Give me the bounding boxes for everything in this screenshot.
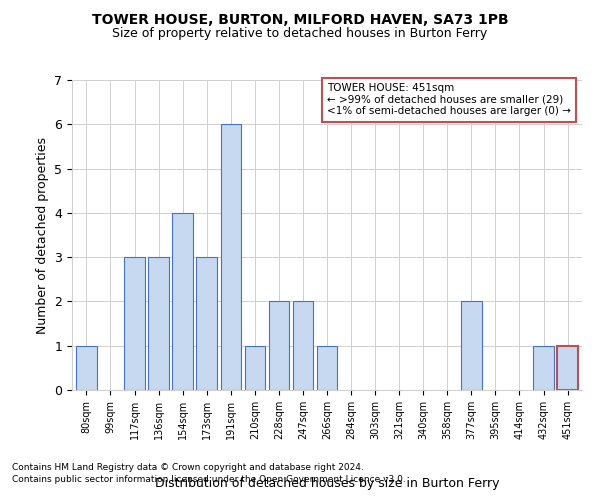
Text: TOWER HOUSE: 451sqm
← >99% of detached houses are smaller (29)
<1% of semi-detac: TOWER HOUSE: 451sqm ← >99% of detached h… xyxy=(327,83,571,116)
Bar xyxy=(76,346,97,390)
Y-axis label: Number of detached properties: Number of detached properties xyxy=(36,136,49,334)
Bar xyxy=(196,257,217,390)
Bar xyxy=(461,302,482,390)
Text: TOWER HOUSE, BURTON, MILFORD HAVEN, SA73 1PB: TOWER HOUSE, BURTON, MILFORD HAVEN, SA73… xyxy=(92,12,508,26)
Bar xyxy=(148,257,169,390)
Bar xyxy=(124,257,145,390)
Bar xyxy=(172,213,193,390)
Text: Contains HM Land Registry data © Crown copyright and database right 2024.: Contains HM Land Registry data © Crown c… xyxy=(12,464,364,472)
Bar xyxy=(293,302,313,390)
Text: Size of property relative to detached houses in Burton Ferry: Size of property relative to detached ho… xyxy=(112,28,488,40)
Bar xyxy=(269,302,289,390)
Bar xyxy=(221,124,241,390)
Bar xyxy=(245,346,265,390)
Text: Contains public sector information licensed under the Open Government Licence v3: Contains public sector information licen… xyxy=(12,474,406,484)
Bar xyxy=(557,346,578,390)
Bar xyxy=(533,346,554,390)
Bar xyxy=(317,346,337,390)
Text: Distribution of detached houses by size in Burton Ferry: Distribution of detached houses by size … xyxy=(155,477,499,490)
